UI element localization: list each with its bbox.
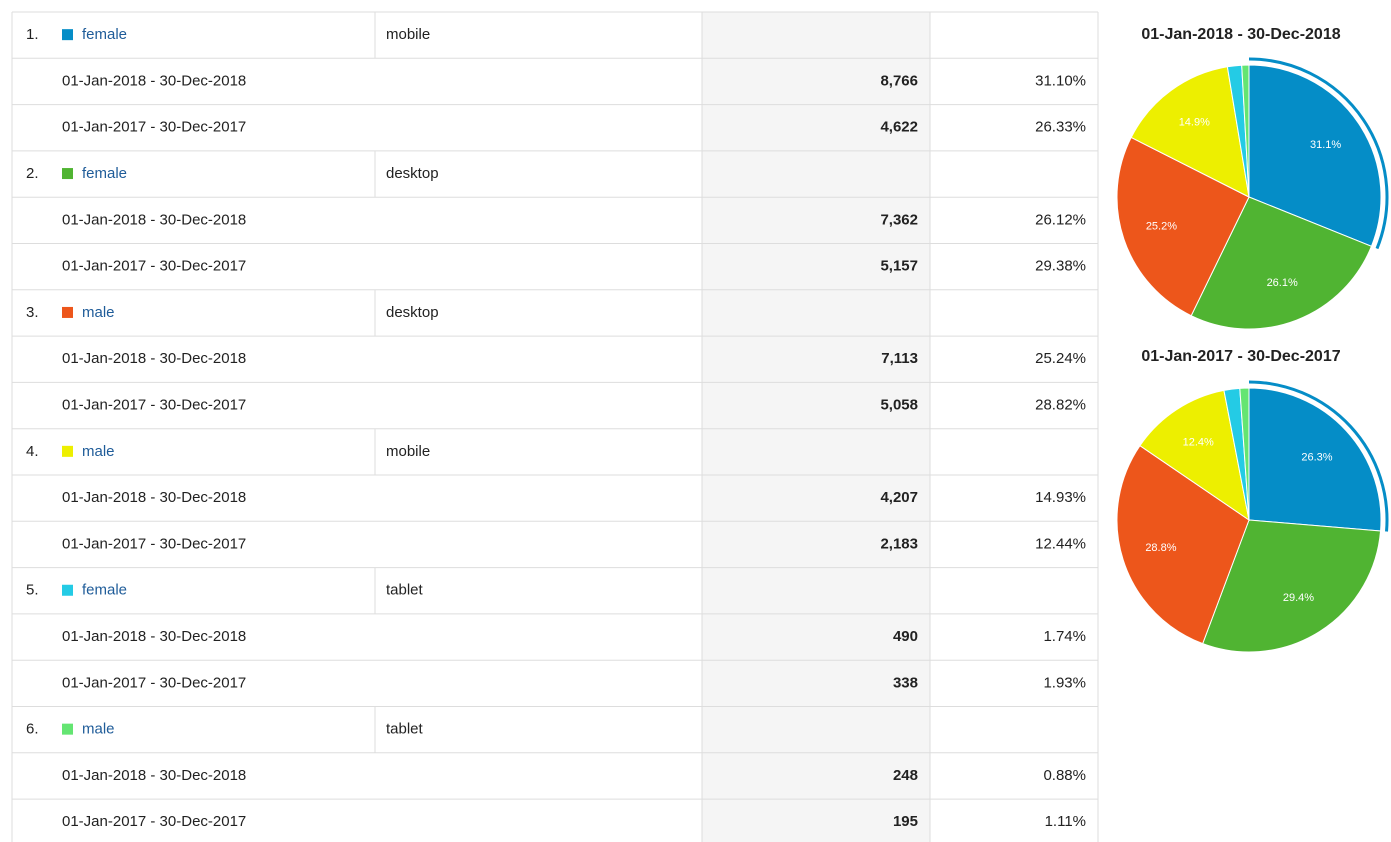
device: desktop [386, 165, 439, 182]
row-index: 3. [26, 304, 39, 321]
sessions: 7,113 [881, 350, 918, 367]
period: 01-Jan-2018 - 30-Dec-2018 [62, 628, 246, 645]
sessions: 4,622 [880, 119, 918, 136]
gender-link: female [82, 165, 127, 182]
pie-slice [1248, 64, 1382, 247]
slice-label: 31.1% [1310, 139, 1341, 151]
sessions: 2,183 [880, 535, 918, 552]
pie-slice [1139, 389, 1250, 522]
sessions: 248 [893, 767, 918, 784]
color-swatch [62, 168, 73, 180]
sessions: 338 [893, 674, 918, 691]
row-index: 5. [26, 582, 39, 599]
pie-slice [1190, 196, 1373, 330]
percent: 0.88% [1043, 767, 1086, 784]
color-swatch [62, 29, 73, 41]
percent: 1.74% [1043, 628, 1086, 645]
sessions: 4,207 [880, 489, 918, 506]
percent: 29.38% [1035, 258, 1086, 275]
percent: 14.93% [1035, 489, 1086, 506]
pie-slice [1241, 64, 1250, 198]
period: 01-Jan-2017 - 30-Dec-2017 [62, 674, 246, 691]
row-index: 4. [26, 443, 39, 460]
sessions: 490 [893, 628, 918, 645]
device: mobile [386, 26, 430, 43]
slice-label: 28.8% [1145, 542, 1176, 554]
sessions: 5,157 [880, 258, 918, 275]
color-swatch [62, 306, 73, 318]
slice-label: 14.9% [1179, 116, 1210, 128]
slice-label: 12.4% [1183, 437, 1214, 449]
period: 01-Jan-2018 - 30-Dec-2018 [62, 767, 246, 784]
pie-title: 01-Jan-2017 - 30-Dec-2017 [1141, 348, 1340, 365]
slice-label: 26.1% [1267, 277, 1298, 289]
gender-link: female [82, 582, 127, 599]
pie-slice [1239, 387, 1250, 521]
selection-arc [1248, 57, 1389, 250]
color-swatch [62, 445, 73, 457]
period: 01-Jan-2018 - 30-Dec-2018 [62, 72, 246, 89]
period: 01-Jan-2017 - 30-Dec-2017 [62, 813, 246, 830]
percent: 12.44% [1035, 535, 1086, 552]
row-index: 6. [26, 721, 39, 738]
slice-label: 26.3% [1301, 451, 1332, 463]
device: tablet [386, 582, 424, 599]
percent: 26.33% [1035, 119, 1086, 136]
device: tablet [386, 721, 424, 738]
period: 01-Jan-2018 - 30-Dec-2018 [62, 211, 246, 228]
pie-slice [1130, 66, 1250, 198]
gender-link: male [82, 304, 115, 321]
percent: 1.93% [1043, 674, 1086, 691]
color-swatch [62, 584, 73, 596]
period: 01-Jan-2018 - 30-Dec-2018 [62, 489, 246, 506]
gender-link: male [82, 721, 115, 738]
gender-link: male [82, 443, 115, 460]
pie-slice [1202, 519, 1382, 653]
slice-label: 25.2% [1146, 220, 1177, 232]
pie-slice [1248, 387, 1382, 532]
device: mobile [386, 443, 430, 460]
percent: 28.82% [1035, 397, 1086, 414]
sessions: 195 [893, 813, 918, 830]
sessions: 5,058 [880, 397, 918, 414]
pie-slice [1116, 444, 1250, 645]
period: 01-Jan-2017 - 30-Dec-2017 [62, 258, 246, 275]
percent: 26.12% [1035, 211, 1086, 228]
period: 01-Jan-2017 - 30-Dec-2017 [62, 535, 246, 552]
pie-title: 01-Jan-2018 - 30-Dec-2018 [1141, 26, 1340, 43]
slice-label: 29.4% [1283, 592, 1314, 604]
period: 01-Jan-2018 - 30-Dec-2018 [62, 350, 246, 367]
row-index: 1. [26, 26, 39, 43]
pie-slice [1116, 136, 1250, 317]
percent: 1.11% [1045, 813, 1086, 830]
selection-arc [1248, 380, 1389, 532]
row-index: 2. [26, 165, 39, 182]
percent: 25.24% [1035, 350, 1086, 367]
column-shade [702, 12, 930, 842]
color-swatch [62, 723, 73, 735]
sessions: 8,766 [880, 72, 918, 89]
sessions: 7,362 [880, 211, 918, 228]
gender-link: female [82, 26, 127, 43]
device: desktop [386, 304, 439, 321]
period: 01-Jan-2017 - 30-Dec-2017 [62, 397, 246, 414]
percent: 31.10% [1035, 72, 1086, 89]
period: 01-Jan-2017 - 30-Dec-2017 [62, 119, 246, 136]
